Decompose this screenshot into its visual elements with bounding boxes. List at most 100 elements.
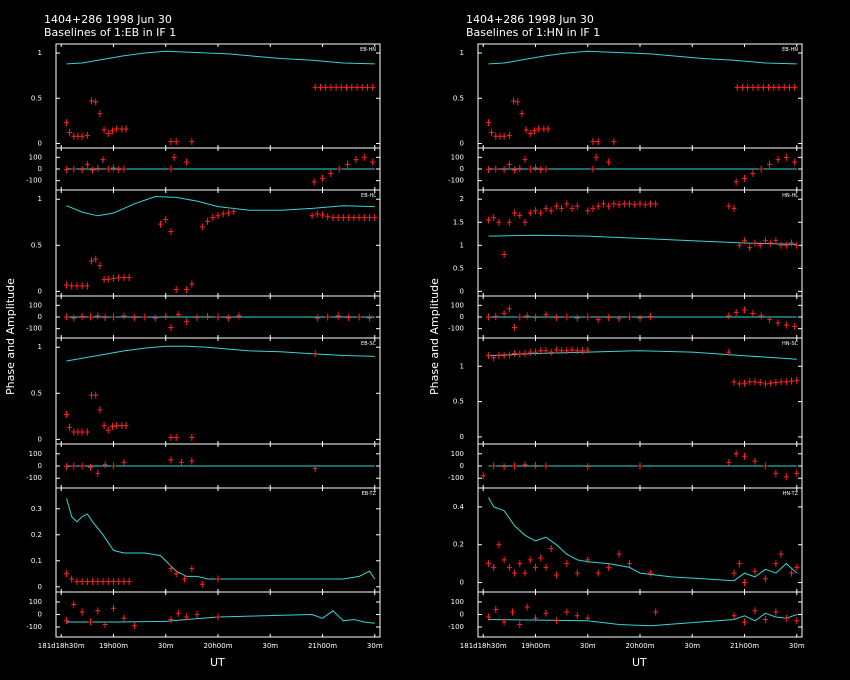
- amplitude-point: [354, 83, 360, 91]
- amplitude-point: [105, 578, 111, 586]
- baseline-hn-tz: HN-TZ 0.4 0.2 0 100 0 -100: [448, 487, 803, 638]
- baseline-hn-hl: HN-HL 2 1.5 1 0.5 0 100 0 -100: [448, 189, 803, 339]
- amplitude-point: [745, 83, 751, 91]
- amplitude-point: [611, 200, 617, 208]
- x-tick-label: 30m: [580, 642, 596, 650]
- amplitude-point: [501, 132, 507, 140]
- amplitude-point: [361, 214, 367, 222]
- phase-point: [775, 319, 781, 327]
- phase-point: [215, 313, 221, 321]
- amplitude-point: [63, 411, 69, 419]
- amplitude-point: [627, 200, 633, 208]
- amplitude-point: [789, 239, 795, 247]
- amplitude-point: [95, 578, 101, 586]
- amplitude-point: [101, 126, 107, 134]
- amplitude-point: [543, 563, 549, 571]
- phase-point: [742, 174, 748, 182]
- amplitude-point: [543, 204, 549, 212]
- amplitude-point: [553, 346, 559, 354]
- baseline-hn-sc: HN-SC 1 0.5 0 100 0 -100: [448, 337, 803, 489]
- amplitude-model-line: [66, 345, 375, 362]
- phase-point: [574, 612, 580, 620]
- amplitude-point: [199, 580, 205, 588]
- amplitude-point: [553, 571, 559, 579]
- amplitude-point: [496, 541, 502, 549]
- amplitude-point: [543, 347, 549, 355]
- amplitude-point: [506, 563, 512, 571]
- phase-point: [783, 614, 789, 622]
- phase-tick-label: 0: [38, 611, 42, 619]
- y-axis-label: Phase and Amplitude: [4, 278, 17, 395]
- amplitude-point: [126, 578, 132, 586]
- amplitude-point: [527, 348, 533, 356]
- amplitude-point: [496, 352, 502, 360]
- phase-point: [152, 314, 158, 322]
- phase-point: [95, 164, 101, 172]
- x-tick-label: 19h00m: [521, 642, 550, 650]
- amp-tick-label: 1: [460, 362, 464, 370]
- amplitude-point: [545, 125, 551, 133]
- amplitude-point: [89, 257, 95, 265]
- amplitude-point: [564, 347, 570, 355]
- phase-point: [184, 613, 190, 621]
- amplitude-point: [548, 545, 554, 553]
- amplitude-point: [491, 354, 497, 362]
- amplitude-point: [548, 348, 554, 356]
- chart-title-line1: 1404+286 1998 Jun 30: [44, 13, 172, 26]
- amplitude-point: [600, 200, 606, 208]
- phase-point: [501, 463, 507, 471]
- phase-point: [121, 165, 127, 173]
- amplitude-point: [497, 132, 503, 140]
- amplitude-point: [736, 560, 742, 568]
- amplitude-point: [314, 210, 320, 218]
- amplitude-point: [105, 275, 111, 283]
- phase-point: [637, 314, 643, 322]
- amplitude-point: [320, 211, 326, 219]
- phase-point: [733, 308, 739, 316]
- amplitude-point: [731, 569, 737, 577]
- baseline-label: EB-HN: [782, 47, 798, 53]
- phase-point: [194, 611, 200, 618]
- x-tick-label: 30m: [158, 642, 174, 650]
- phase-point: [110, 604, 116, 612]
- phase-point: [168, 616, 174, 623]
- amplitude-point: [752, 567, 758, 575]
- phase-point: [121, 312, 127, 320]
- phase-point: [792, 322, 798, 330]
- amplitude-point: [90, 578, 96, 586]
- amplitude-frame: [55, 189, 381, 297]
- amplitude-point: [370, 83, 376, 91]
- phase-tick-label: 100: [29, 450, 42, 458]
- phase-point: [762, 616, 768, 623]
- amplitude-point: [317, 83, 323, 91]
- amplitude-point: [768, 239, 774, 247]
- phase-point: [653, 608, 659, 616]
- amplitude-point: [328, 83, 334, 91]
- amplitude-point: [71, 132, 77, 140]
- amplitude-point: [574, 569, 580, 577]
- amplitude-point: [114, 125, 120, 133]
- amp-tick-label: 1: [460, 241, 464, 249]
- phase-tick-label: 100: [29, 598, 42, 606]
- amplitude-point: [739, 83, 745, 91]
- amplitude-point: [574, 202, 580, 210]
- baseline-label: EB-SC: [361, 341, 377, 347]
- amplitude-point: [205, 217, 211, 225]
- phase-point: [783, 321, 789, 329]
- amp-tick-label: 0: [460, 433, 464, 441]
- amplitude-point: [168, 227, 174, 235]
- amplitude-point: [346, 214, 352, 222]
- amp-tick-label: 0: [460, 287, 464, 295]
- phase-point: [794, 469, 800, 477]
- amplitude-point: [773, 379, 779, 387]
- amplitude-point: [63, 570, 69, 578]
- phase-point: [95, 607, 101, 615]
- phase-point: [95, 469, 101, 477]
- amplitude-point: [123, 422, 129, 430]
- amp-tick-label: 0.4: [453, 503, 465, 511]
- amplitude-point: [344, 83, 350, 91]
- phase-point: [480, 472, 486, 480]
- amplitude-point: [116, 578, 122, 586]
- amplitude-point: [158, 220, 164, 228]
- x-tick-label: 30m: [367, 642, 383, 650]
